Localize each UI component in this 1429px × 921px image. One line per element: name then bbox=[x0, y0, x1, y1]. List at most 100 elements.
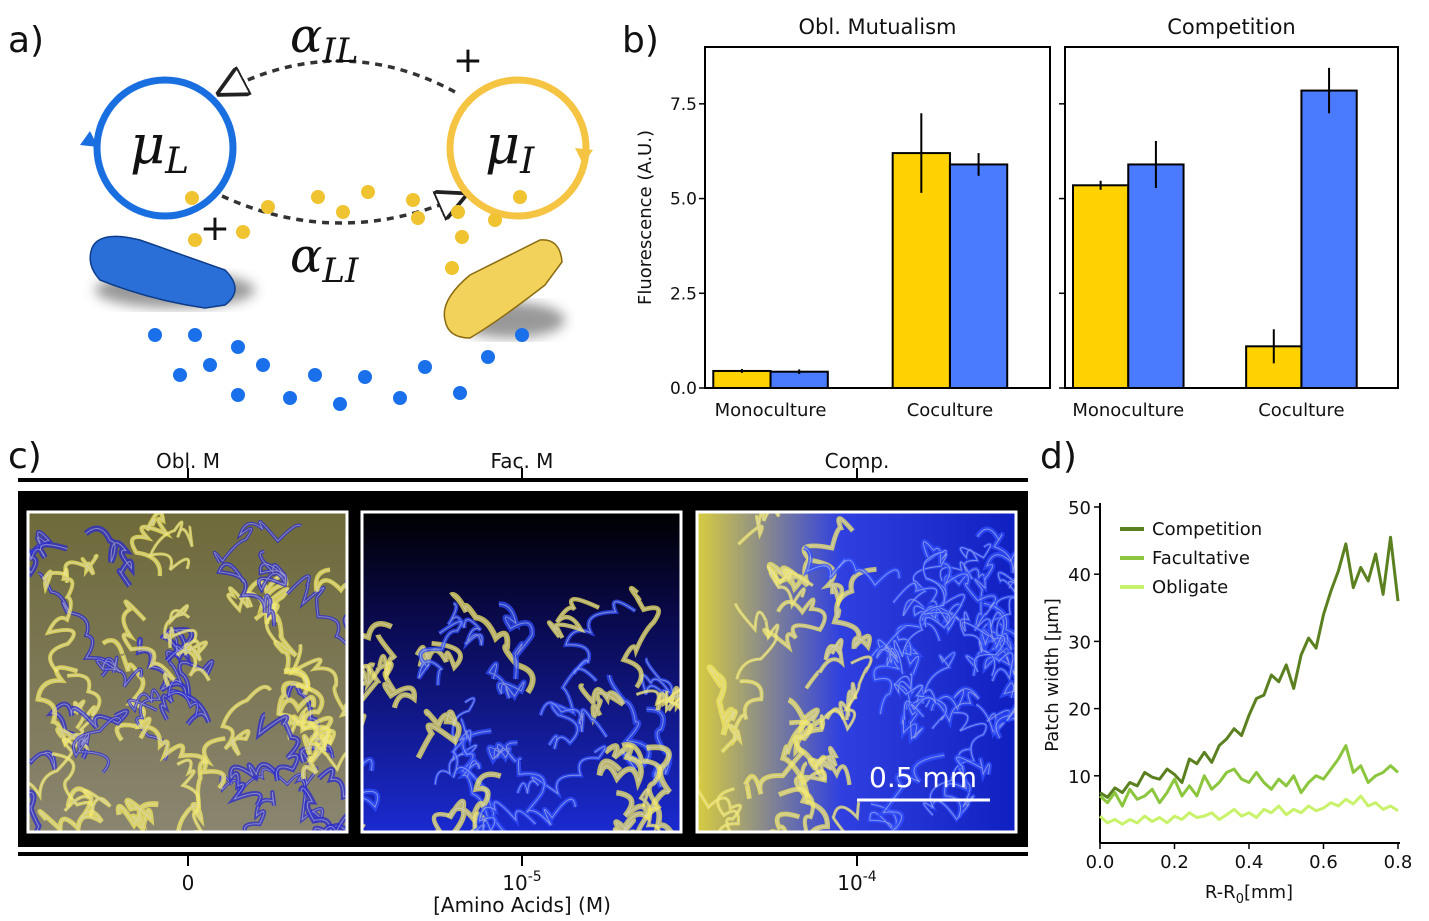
frame-line bbox=[18, 478, 1028, 482]
dot bbox=[336, 205, 350, 219]
x-tick-label: 0.0 bbox=[1086, 852, 1115, 873]
dot bbox=[333, 397, 347, 411]
bar bbox=[1073, 185, 1128, 388]
filament bbox=[385, 836, 439, 921]
filament-edge bbox=[373, 845, 413, 921]
edge-label: αIL bbox=[290, 8, 358, 71]
filament bbox=[417, 839, 465, 896]
filament bbox=[631, 868, 677, 921]
dot bbox=[231, 340, 245, 354]
legend-label: Obligate bbox=[1152, 577, 1228, 598]
tick-exponent: -5 bbox=[528, 869, 542, 885]
dot bbox=[308, 368, 322, 382]
dot bbox=[236, 225, 250, 239]
filament-edge bbox=[417, 839, 465, 896]
dot bbox=[513, 190, 527, 204]
tick-base: 10 bbox=[837, 871, 862, 895]
sign: + bbox=[453, 40, 483, 81]
chart-title: Competition bbox=[1167, 15, 1296, 39]
x-label-part: [mm] bbox=[1244, 882, 1293, 903]
dot bbox=[515, 328, 529, 342]
x-label-part: R-R bbox=[1205, 882, 1236, 903]
dot bbox=[358, 370, 372, 384]
x-tick-label: Coculture bbox=[1258, 400, 1344, 421]
frame-line bbox=[18, 852, 1028, 856]
bar bbox=[950, 164, 1007, 388]
y-axis-label: Fluorescence (A.U.) bbox=[635, 130, 656, 305]
dot bbox=[203, 358, 217, 372]
micrograph bbox=[0, 512, 397, 860]
dot bbox=[445, 261, 459, 275]
image-strip: 0.5 mm [Amino Acids] (M) bbox=[0, 478, 1053, 921]
dot bbox=[455, 230, 469, 244]
dot bbox=[361, 185, 375, 199]
panel-label: d) bbox=[1040, 436, 1077, 477]
top-label: Comp. bbox=[825, 449, 890, 473]
filament bbox=[668, 879, 710, 921]
x-tick-label: Monoculture bbox=[1072, 400, 1184, 421]
dot bbox=[393, 391, 407, 405]
y-tick-label: 5.0 bbox=[670, 190, 697, 210]
edge-label: αLI bbox=[290, 228, 359, 291]
series-line bbox=[1100, 796, 1398, 824]
filament-edge bbox=[631, 868, 677, 921]
panel-label: a) bbox=[8, 20, 44, 61]
dot bbox=[488, 213, 502, 227]
dot bbox=[148, 328, 162, 342]
micrograph bbox=[691, 495, 1053, 886]
dot bbox=[481, 350, 495, 364]
scale-bar-label: 0.5 mm bbox=[869, 761, 977, 794]
dot bbox=[256, 358, 270, 372]
y-tick-label: 0.0 bbox=[670, 379, 697, 399]
bar bbox=[713, 371, 770, 388]
filament-edge bbox=[385, 836, 439, 921]
dot bbox=[311, 190, 325, 204]
series-line bbox=[1100, 746, 1398, 806]
dot bbox=[188, 233, 202, 247]
bar bbox=[771, 372, 828, 388]
legend-label: Facultative bbox=[1152, 548, 1250, 569]
x-tick-label: 0.2 bbox=[1160, 852, 1189, 873]
tick-exponent: -4 bbox=[863, 869, 877, 885]
legend-label: Competition bbox=[1152, 519, 1262, 540]
x-tick-label: 10-4 bbox=[837, 869, 877, 895]
y-tick-label: 2.5 bbox=[670, 284, 697, 304]
dot bbox=[406, 193, 420, 207]
x-axis-label: [Amino Acids] (M) bbox=[433, 893, 611, 917]
x-tick-label: 0 bbox=[182, 871, 195, 895]
dot bbox=[231, 388, 245, 402]
y-axis-label: Patch width [μm] bbox=[1042, 598, 1063, 752]
y-tick-label: 40 bbox=[1068, 565, 1091, 586]
filament bbox=[376, 850, 423, 921]
bar bbox=[1301, 91, 1356, 388]
x-tick-label: Monoculture bbox=[715, 400, 827, 421]
y-tick-label: 10 bbox=[1068, 767, 1091, 788]
top-label: Fac. M bbox=[491, 449, 554, 473]
filament bbox=[373, 845, 413, 921]
x-tick-label: Coculture bbox=[907, 400, 993, 421]
y-tick-label: 50 bbox=[1068, 498, 1091, 519]
x-tick-label: 0.8 bbox=[1384, 852, 1413, 873]
dot bbox=[185, 191, 199, 205]
x-tick-label: 0.4 bbox=[1235, 852, 1264, 873]
dot bbox=[451, 205, 465, 219]
dot bbox=[453, 386, 467, 400]
diagram: μL μI αIL αLI + + bbox=[80, 8, 593, 411]
filament-edge bbox=[668, 879, 710, 921]
dot bbox=[261, 200, 275, 214]
top-label: Obl. M bbox=[156, 449, 220, 473]
dot bbox=[418, 360, 432, 374]
sign: + bbox=[200, 208, 230, 249]
panel-label: b) bbox=[622, 20, 659, 61]
panel-label: c) bbox=[8, 436, 42, 477]
y-tick-label: 7.5 bbox=[670, 95, 697, 115]
series-line bbox=[1100, 537, 1398, 797]
filament-edge bbox=[376, 850, 423, 921]
dot bbox=[283, 391, 297, 405]
y-tick-label: 20 bbox=[1068, 700, 1091, 721]
x-label-sub: 0 bbox=[1236, 892, 1244, 907]
tick-base: 10 bbox=[502, 871, 527, 895]
dot bbox=[411, 211, 425, 225]
y-tick-label: 30 bbox=[1068, 632, 1091, 653]
x-tick-label: 0.6 bbox=[1309, 852, 1338, 873]
